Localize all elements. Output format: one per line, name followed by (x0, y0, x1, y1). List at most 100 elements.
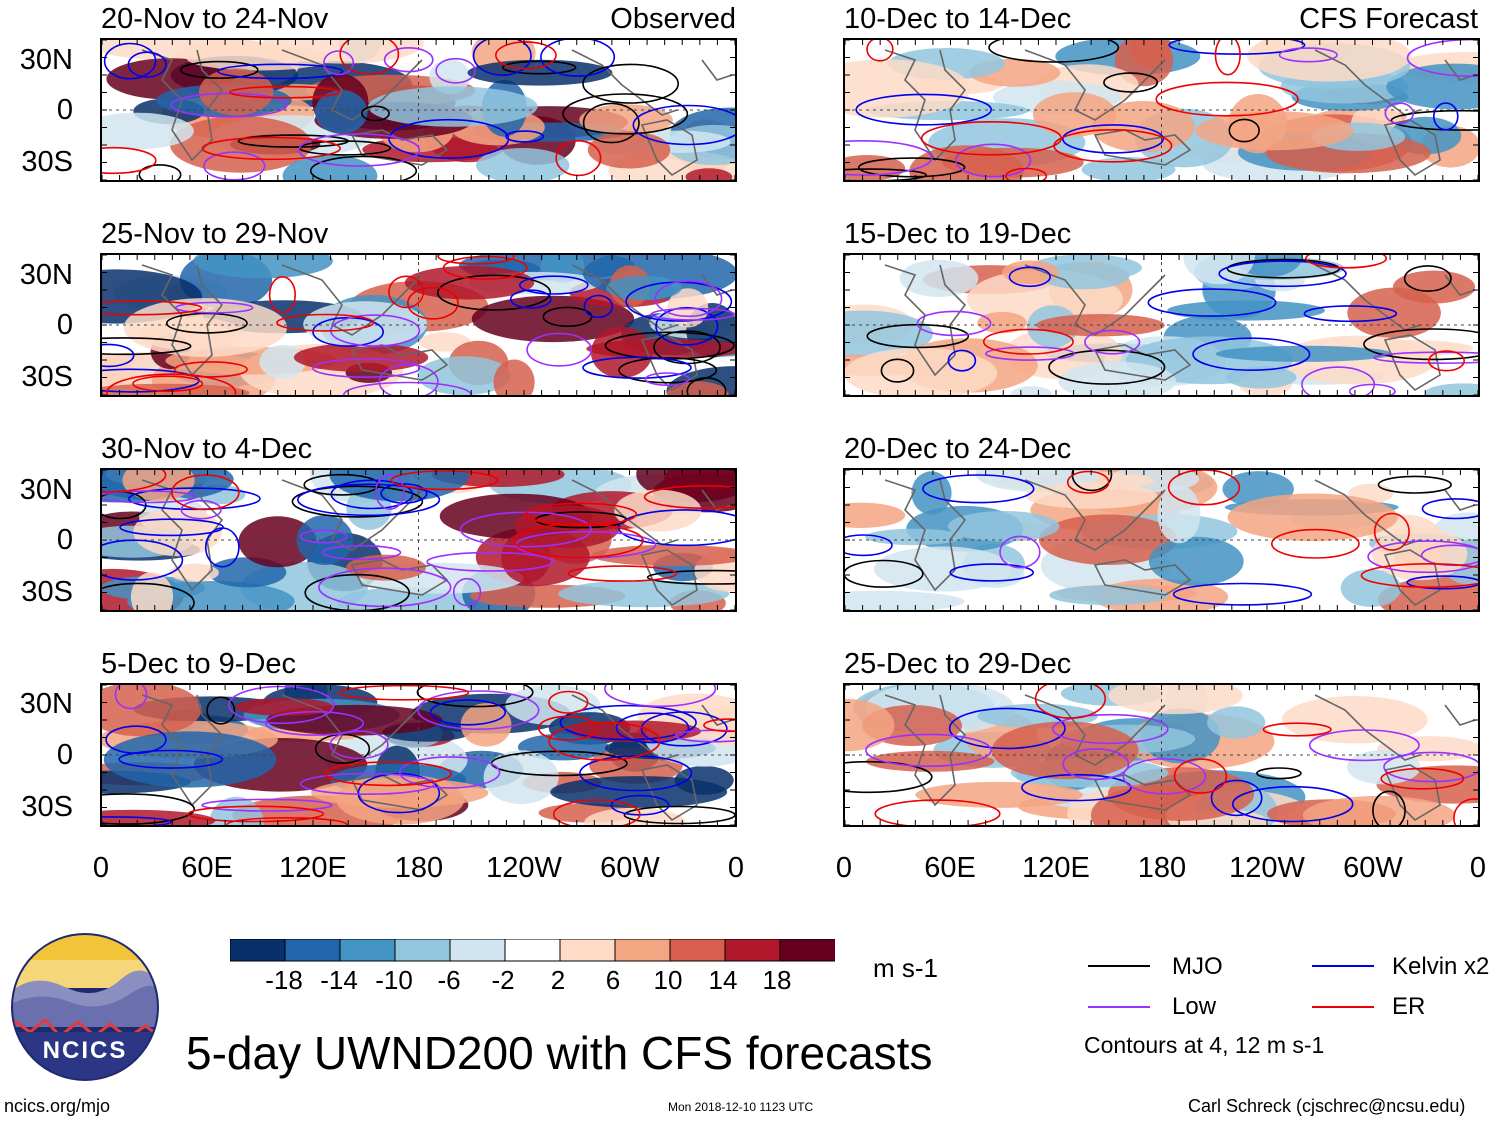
colorbar-swatch (559, 938, 616, 962)
wind-anomaly-shade (845, 590, 965, 610)
colorbar-units: m s-1 (873, 953, 938, 983)
wind-anomaly-shade (899, 259, 979, 298)
kelvin-contour (119, 518, 224, 537)
wind-anomaly-shade (1226, 366, 1297, 389)
kelvin-contour (1062, 124, 1165, 154)
wind-anomaly-shade (1340, 569, 1402, 607)
wind-anomaly-shade (493, 359, 535, 395)
er-contour (268, 276, 296, 314)
mjo-contour (880, 358, 915, 383)
coastline (1093, 129, 1192, 166)
wind-anomaly-shade (587, 131, 671, 169)
coastline (1314, 694, 1421, 761)
panel-title: 25-Dec to 29-Dec (844, 648, 1072, 680)
footer-author: Carl Schreck (cjschrec@ncsu.edu) (1188, 1096, 1466, 1116)
wind-anomaly-shade (579, 104, 673, 136)
er-contour (552, 799, 641, 825)
low-contour (452, 577, 482, 607)
low-contour (399, 756, 501, 789)
wind-anomaly-shade (874, 546, 1012, 592)
er-contour (1167, 470, 1241, 506)
colorbar-tick: 2 (550, 965, 566, 995)
wind-anomaly-shade (1108, 685, 1243, 715)
low-contour (426, 551, 554, 572)
observed-label: Observed (610, 3, 736, 35)
mjo-contour (582, 102, 640, 144)
wind-anomaly-shade (1215, 345, 1393, 362)
wind-anomaly-shade (1038, 514, 1178, 565)
er-contour (548, 721, 661, 761)
er-contour (1053, 129, 1173, 163)
logo-text: NCICS (43, 1037, 128, 1064)
wind-anomaly-shade (315, 90, 368, 134)
er-contour (1453, 798, 1478, 825)
kelvin-contour (472, 40, 532, 76)
low-contour (1062, 748, 1130, 781)
wind-anomaly-shade (1425, 383, 1478, 395)
er-contour (1427, 350, 1465, 372)
wind-anomaly-shade (948, 511, 1060, 542)
kelvin-contour (505, 130, 545, 143)
footer-timestamp: Mon 2018-12-10 1123 UTC (668, 1100, 814, 1114)
er-contour (442, 255, 528, 280)
kelvin-contour (1406, 575, 1478, 590)
kelvin-contour (655, 306, 719, 346)
coastline (884, 49, 967, 162)
kelvin-contour (1192, 337, 1311, 371)
er-contour (106, 373, 237, 395)
lat-label-30s: 30S (21, 791, 73, 823)
kelvin-contour (949, 563, 1034, 582)
colorbar-swatch (779, 938, 836, 962)
colorbar-tick: -14 (320, 965, 358, 995)
wind-anomaly-shade (558, 580, 730, 608)
lat-label-30s: 30S (21, 146, 73, 178)
kelvin-contour (509, 289, 552, 309)
wind-anomaly-shade (845, 310, 933, 358)
mjo-contour (304, 573, 410, 610)
colorbar-tick: 18 (762, 965, 792, 995)
er-contour (982, 328, 1074, 355)
kelvin-contour (103, 42, 157, 80)
wind-anomaly-shade (1207, 706, 1266, 739)
wind-anomaly-shade (1091, 101, 1195, 153)
footer-website[interactable]: ncics.org/mjo (4, 1096, 111, 1116)
low-contour (374, 474, 405, 510)
coastline (1383, 764, 1441, 822)
wind-anomaly-shade (102, 685, 202, 737)
low-contour (1308, 729, 1420, 762)
low-contour (435, 57, 476, 84)
low-contour (1367, 540, 1478, 574)
lon-label: 0 (1469, 852, 1487, 884)
low-contour (1051, 713, 1169, 745)
er-contour (226, 817, 348, 825)
map-panel-fcst-2 (843, 253, 1480, 397)
coastline (1093, 559, 1192, 596)
mjo-contour (618, 357, 718, 384)
er-contour (513, 523, 644, 559)
wind-anomaly-shade (685, 168, 733, 180)
kelvin-contour (102, 539, 184, 581)
low-contour (865, 733, 992, 768)
er-contour (339, 40, 400, 75)
panel-title: 5-Dec to 9-Dec (101, 648, 297, 680)
er-contour (1173, 758, 1228, 794)
wind-anomaly-shade (483, 750, 559, 805)
mjo-contour (845, 168, 927, 180)
wind-anomaly-shade (614, 489, 702, 532)
coastline (141, 49, 224, 162)
colorbar-swatch (614, 938, 671, 962)
coastline (701, 704, 733, 726)
wind-anomaly-shade (199, 68, 274, 116)
mjo-contour (436, 274, 552, 311)
coastline (1383, 549, 1441, 607)
coastline (1314, 479, 1421, 546)
panel-title: 30-Nov to 4-Dec (101, 433, 313, 465)
wind-anomaly-shade (238, 516, 317, 568)
low-contour (916, 310, 992, 337)
mjo-contour (1228, 118, 1260, 143)
wind-anomaly-shade (911, 471, 952, 515)
er-contour (1214, 40, 1241, 76)
er-contour (324, 761, 452, 787)
wind-anomaly-shade (419, 332, 471, 352)
coastline (1024, 694, 1166, 766)
